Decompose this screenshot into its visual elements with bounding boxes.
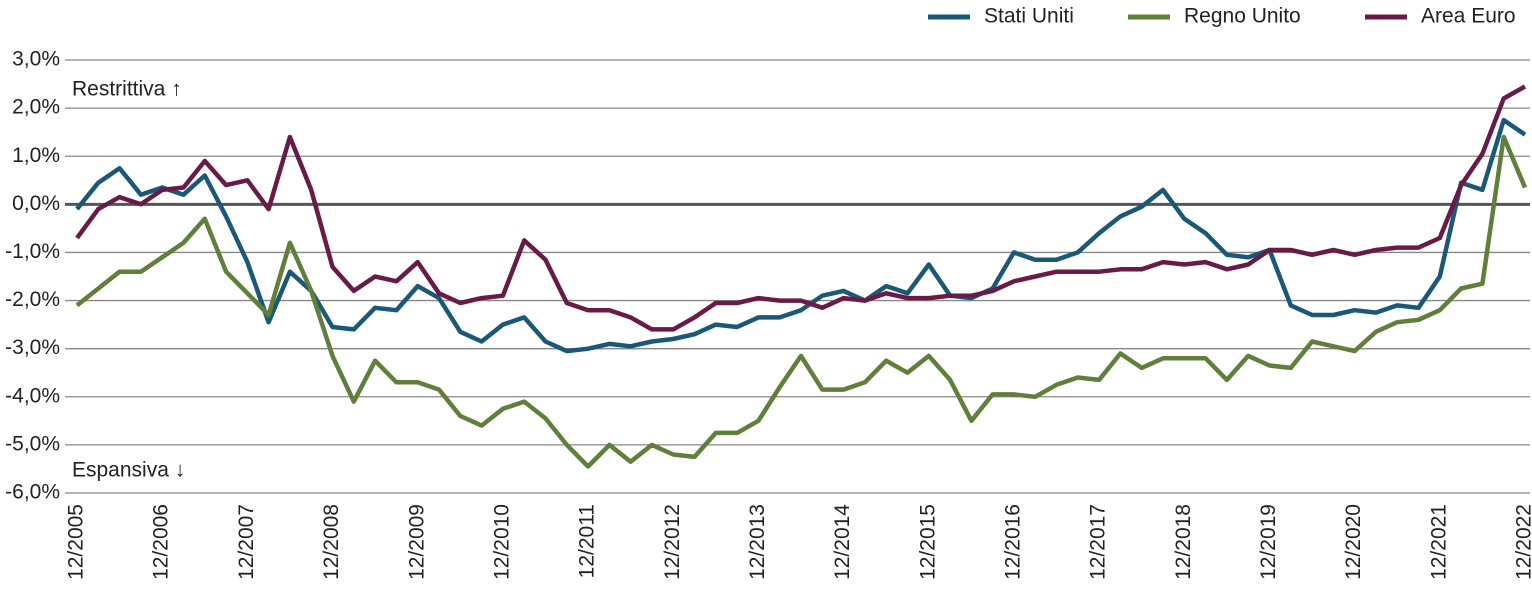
series-line xyxy=(75,84,1527,332)
x-tick-label: 12/2020 xyxy=(1342,504,1365,580)
legend-label: Regno Unito xyxy=(1184,5,1301,28)
y-tick-label: -5,0% xyxy=(5,432,60,455)
x-tick-label: 12/2006 xyxy=(150,504,173,580)
x-tick-label: 12/2021 xyxy=(1427,504,1450,580)
y-tick-label: -4,0% xyxy=(5,384,60,407)
y-tick-label: 1,0% xyxy=(12,144,60,167)
x-tick-label: 12/2012 xyxy=(661,504,684,580)
x-tick-label: 12/2015 xyxy=(916,504,939,580)
x-tick-label: 12/2016 xyxy=(1001,504,1024,580)
y-tick-label: 0,0% xyxy=(12,192,60,215)
x-tick-label: 12/2022 xyxy=(1513,504,1532,580)
annotation: Espansiva ↓ xyxy=(72,459,185,482)
x-tick-label: 12/2007 xyxy=(235,504,258,580)
legend-label: Area Euro xyxy=(1421,5,1516,28)
x-tick-label: 12/2017 xyxy=(1087,504,1110,580)
x-tick-label: 12/2005 xyxy=(65,504,88,580)
y-tick-label: -1,0% xyxy=(5,240,60,263)
legend-label: Stati Uniti xyxy=(984,5,1074,28)
x-tick-label: 12/2014 xyxy=(831,504,854,580)
x-tick-label: 12/2011 xyxy=(576,504,599,578)
x-tick-label: 12/2008 xyxy=(320,504,343,580)
y-tick-label: -3,0% xyxy=(5,336,60,359)
y-tick-label: 2,0% xyxy=(12,96,60,119)
y-tick-label: 3,0% xyxy=(12,48,60,71)
x-tick-label: 12/2010 xyxy=(490,504,513,580)
x-tick-label: 12/2019 xyxy=(1257,504,1280,580)
x-tick-label: 12/2013 xyxy=(746,504,769,580)
x-tick-label: 12/2009 xyxy=(405,504,428,580)
x-tick-label: 12/2018 xyxy=(1172,504,1195,580)
annotation: Restrittiva ↑ xyxy=(72,78,182,101)
y-tick-label: -2,0% xyxy=(5,288,60,311)
series-line xyxy=(75,117,1527,354)
series-line xyxy=(75,134,1528,469)
y-tick-label: -6,0% xyxy=(5,481,60,504)
